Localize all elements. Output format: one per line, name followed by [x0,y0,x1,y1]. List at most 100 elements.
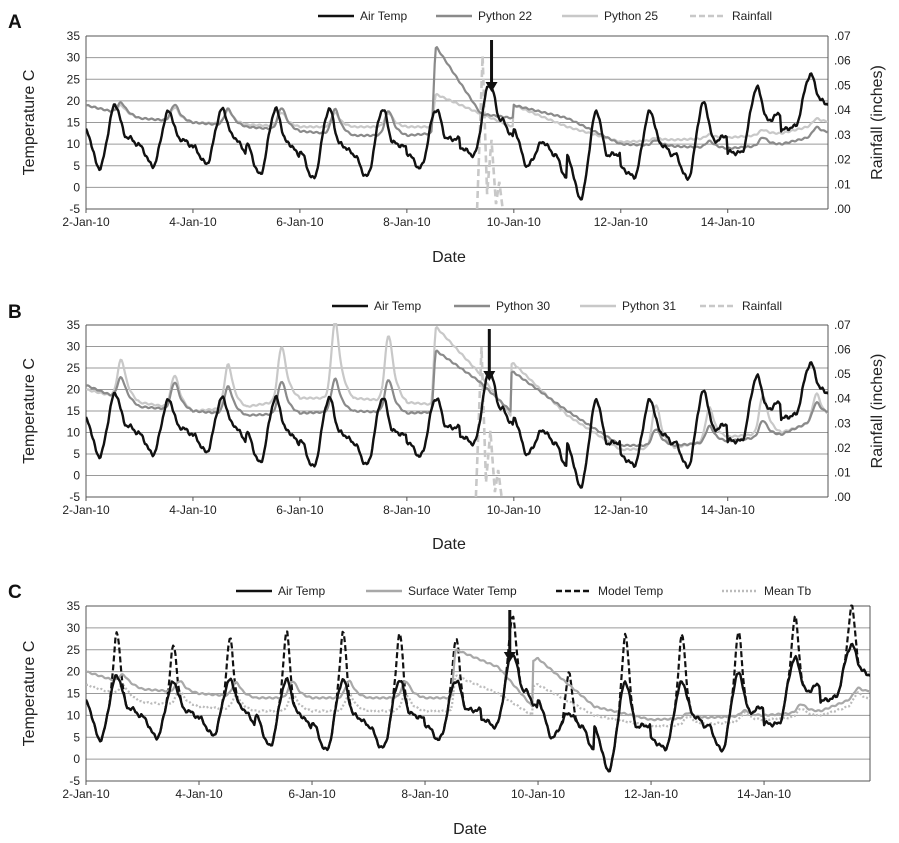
y-tick-label: 25 [67,643,81,657]
series-line-air-temp [86,361,828,489]
y-axis-label: Temperature C [21,641,38,747]
y2-axis-label: Rainfall (inches) [869,354,886,469]
y-tick-label: 10 [67,137,81,151]
y-tick-label: -5 [69,202,80,216]
legend-entry: Mean Tb [764,584,811,598]
series-line-model-temp [86,604,870,773]
series-line-mean-tb [86,674,870,728]
x-tick-label: 14-Jan-10 [737,787,791,801]
x-tick-label: 8-Jan-10 [383,503,431,517]
legend-entry: Python 25 [604,9,658,23]
plot-area [86,46,828,210]
legend-entry: Python 31 [622,299,676,313]
series-line-rainfall [475,55,504,210]
y2-tick-label: .06 [834,54,851,68]
y2-tick-label: .02 [834,153,851,167]
y2-tick-label: .02 [834,441,851,455]
legend-entry: Air Temp [360,9,407,23]
x-tick-label: 4-Jan-10 [169,503,217,517]
y-tick-label: 15 [67,116,81,130]
y-tick-label: 35 [67,599,81,613]
y-tick-label: 25 [67,72,81,86]
y2-tick-label: .01 [834,465,851,479]
y-tick-label: 35 [67,318,81,332]
x-tick-label: 4-Jan-10 [169,215,217,229]
y2-axis-label: Rainfall (inches) [869,65,886,180]
y-axis-label: Temperature C [21,358,38,464]
x-tick-label: 10-Jan-10 [511,787,565,801]
y-tick-label: 0 [73,752,80,766]
legend-entry: Python 30 [496,299,550,313]
y2-tick-label: .00 [834,202,851,216]
x-tick-label: 14-Jan-10 [701,215,755,229]
x-tick-label: 12-Jan-10 [594,215,648,229]
chart-panel-a: -5 0 5 10 15 20 25 30 35 .00 .01 .02 .03 .04 .05 .06 .07… [8,9,886,266]
plot-area [86,323,828,498]
event-arrow-head [503,652,516,662]
x-tick-label: 4-Jan-10 [175,787,223,801]
y2-tick-label: .05 [834,78,851,92]
chart-panel-c: -5 0 5 10 15 20 25 30 35 2-Jan-10 4-Jan-10 6-Jan-10… [8,582,871,838]
legend-entry: Rainfall [732,9,772,23]
y-tick-label: 10 [67,708,81,722]
y-tick-label: 20 [67,665,81,679]
series-line-rainfall [474,347,503,498]
y2-tick-label: .04 [834,103,851,117]
legend-entry: Python 22 [478,9,532,23]
y2-tick-label: .04 [834,392,851,406]
x-tick-label: 10-Jan-10 [487,215,541,229]
panel-letter: A [8,12,22,33]
series-line-air-temp [86,72,828,201]
series-line-surface-water-temp [86,648,870,722]
x-tick-label: 8-Jan-10 [401,787,449,801]
x-tick-label: 12-Jan-10 [624,787,678,801]
y-axis-label: Temperature C [21,70,38,176]
series-line-python-22 [86,46,828,150]
x-tick-label: 14-Jan-10 [701,503,755,517]
y-tick-label: 35 [67,29,81,43]
x-tick-label: 2-Jan-10 [62,503,110,517]
panel-letter: B [8,302,22,323]
series-line-python-30 [86,349,828,448]
y-tick-label: 20 [67,94,81,108]
x-tick-label: 12-Jan-10 [594,503,648,517]
y2-tick-label: .00 [834,490,851,504]
series-line-python-31 [86,323,828,452]
y-tick-label: 30 [67,51,81,65]
x-tick-label: 6-Jan-10 [276,215,324,229]
y-tick-label: 25 [67,361,81,375]
legend-entry: Rainfall [742,299,782,313]
x-axis-label: Date [453,821,487,838]
legend-entry: Model Temp [598,584,663,598]
x-tick-label: 10-Jan-10 [487,503,541,517]
legend-entry: Air Temp [278,584,325,598]
y-tick-label: 15 [67,404,81,418]
x-tick-label: 6-Jan-10 [276,503,324,517]
y-tick-label: 30 [67,621,81,635]
y-tick-label: 0 [73,180,80,194]
y-tick-label: -5 [69,774,80,788]
y-tick-label: 5 [73,447,80,461]
x-tick-label: 2-Jan-10 [62,215,110,229]
y-tick-label: 30 [67,340,81,354]
y-tick-label: 15 [67,687,81,701]
chart-panel-b: -5 0 5 10 15 20 25 30 35 .00 .01 .02 .03 .04 .05 .06 .07… [8,299,886,553]
y2-tick-label: .03 [834,128,851,142]
x-tick-label: 2-Jan-10 [62,787,110,801]
y-tick-label: 20 [67,383,81,397]
event-arrow-head [483,371,496,381]
x-tick-label: 8-Jan-10 [383,215,431,229]
y2-tick-label: .03 [834,416,851,430]
x-axis-label: Date [432,249,466,266]
y-tick-label: 5 [73,159,80,173]
series-line-air-temp [86,642,870,773]
y-tick-label: 10 [67,426,81,440]
y2-tick-label: .06 [834,343,851,357]
y-tick-label: -5 [69,490,80,504]
y2-tick-label: .07 [834,29,851,43]
y2-tick-label: .07 [834,318,851,332]
plot-area [86,604,870,773]
x-tick-label: 6-Jan-10 [288,787,336,801]
y2-tick-label: .05 [834,367,851,381]
